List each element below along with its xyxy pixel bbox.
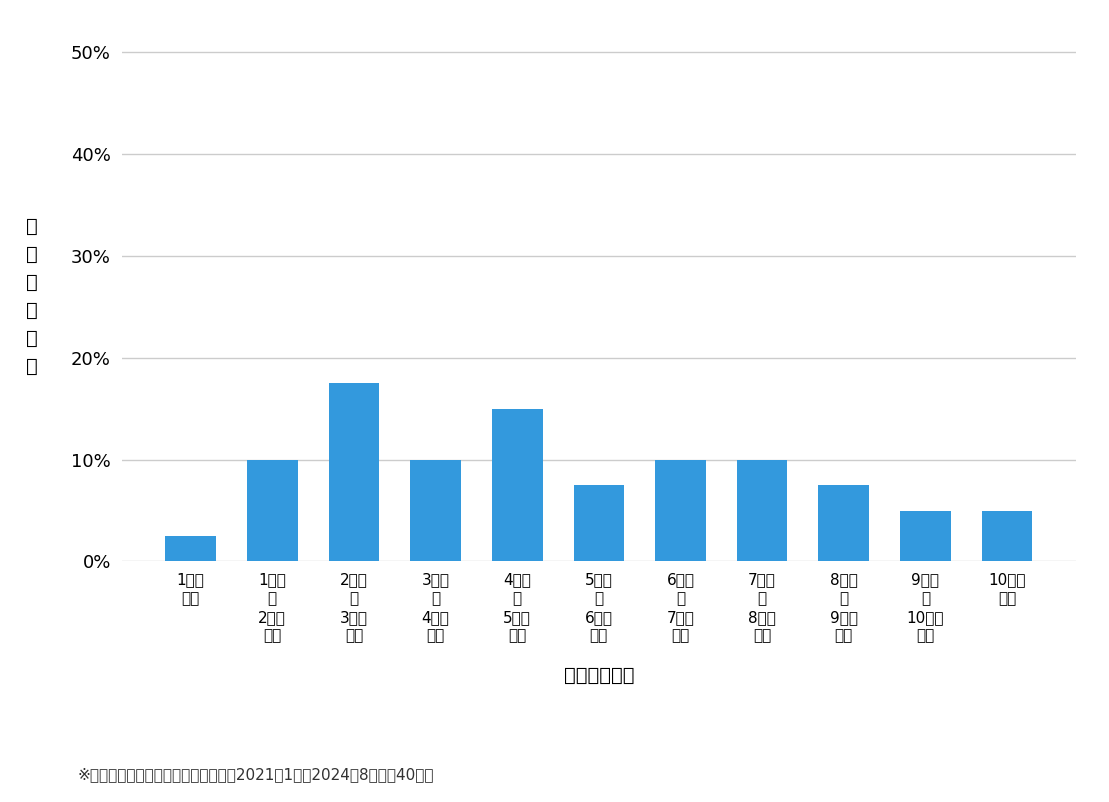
Bar bbox=[492, 409, 542, 561]
Text: ※弊社受付の案件を対象に集計（期間2021年1月～2024年8月、剈40件）: ※弊社受付の案件を対象に集計（期間2021年1月～2024年8月、剈40件） bbox=[78, 767, 434, 782]
Y-axis label: 価
格
帯
の
割
合: 価 格 帯 の 割 合 bbox=[27, 217, 38, 376]
X-axis label: 価格帯（円）: 価格帯（円） bbox=[563, 666, 634, 685]
Bar bbox=[818, 485, 869, 561]
Bar bbox=[901, 511, 950, 561]
Bar bbox=[247, 460, 297, 561]
Bar bbox=[655, 460, 705, 561]
Bar bbox=[736, 460, 787, 561]
Bar bbox=[410, 460, 461, 561]
Bar bbox=[573, 485, 624, 561]
Bar bbox=[981, 511, 1032, 561]
Bar bbox=[165, 536, 216, 561]
Bar bbox=[328, 383, 379, 561]
